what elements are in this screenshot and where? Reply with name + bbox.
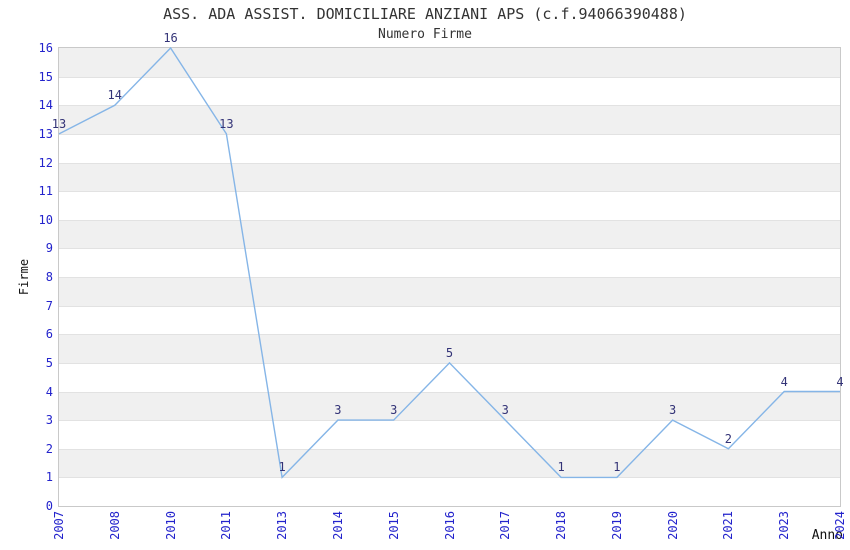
data-point-label: 5 [445,345,454,360]
data-point-label: 14 [107,88,123,103]
y-tick-label: 3 [45,413,53,428]
gridline [59,448,840,450]
x-tick-label: 2018 [554,511,569,540]
x-tick-label: 2007 [52,511,66,540]
y-tick-label: 15 [38,69,53,84]
x-tick-label: 2017 [498,511,513,540]
data-point-label: 3 [501,403,509,418]
y-tick-label: 1 [45,470,53,485]
y-tick-label: 9 [45,241,53,256]
y-tick-label: 0 [45,499,53,513]
plot-area: 13 14 16 13 1 3 3 5 3 1 1 3 2 4 4 [52,31,844,507]
data-point-label: 3 [669,403,677,418]
y-tick-label: 11 [38,184,53,199]
y-tick-label: 16 [38,41,53,55]
x-tick-label: 2010 [163,511,178,540]
y-tick-label: 6 [45,327,53,342]
x-tick-label: 2013 [275,511,290,540]
grid-band [59,105,840,134]
data-point-label: 16 [163,31,178,45]
gridline [59,76,840,78]
gridline [59,133,840,135]
y-tick-label: 2 [45,441,53,456]
x-axis-label: Anno [811,528,843,543]
y-tick-label: 14 [38,98,53,113]
y-tick-label: 7 [45,298,53,313]
gridline [59,391,840,393]
data-point-label: 4 [836,374,844,389]
data-point-label: 3 [334,403,342,418]
data-point-label: 13 [51,116,67,131]
grid-band [59,48,840,77]
gridline [59,219,840,221]
x-tick-label: 2021 [721,511,736,540]
x-tick-label: 2019 [609,511,624,540]
chart-title: ASS. ADA ASSIST. DOMICILIARE ANZIANI APS… [163,5,687,23]
y-tick-label: 13 [38,126,53,141]
gridline [59,305,840,307]
grid-band [59,219,840,249]
y-tick-label: 10 [38,212,53,227]
gridline [59,334,840,336]
grid-band [59,277,840,306]
data-point-label: 1 [557,460,565,475]
x-tick-label: 2011 [219,511,234,540]
data-point-label: 13 [219,116,234,131]
x-tick-label: 2024 [833,511,847,540]
x-tick-label: 2014 [330,511,345,540]
y-tick-label: 5 [45,355,53,370]
y-tick-label: 8 [45,270,53,284]
x-tick-label: 2016 [442,511,457,540]
gridline [59,248,840,250]
data-point-label: 4 [780,374,788,389]
chart-subtitle: Numero Firme [378,27,472,42]
grid-band [59,391,840,421]
gridline [59,277,840,278]
y-tick-label: 4 [45,384,53,399]
grid-band [59,162,840,192]
x-tick-label: 2008 [107,511,122,540]
grid-band [59,448,840,478]
gridline [59,420,840,422]
data-line [58,46,840,479]
grid-band [59,334,840,363]
x-tick-label: 2023 [777,511,792,540]
gridline [59,477,840,479]
line-series-svg [58,46,840,479]
data-point-label: 3 [390,403,398,418]
x-tick-label: 2020 [665,511,680,540]
y-tick-label: 12 [38,155,53,170]
data-point-label: 1 [613,460,621,475]
data-point-label: 2 [724,431,733,446]
gridline [59,105,840,107]
data-point-label: 1 [278,460,286,475]
x-tick-label: 2015 [386,511,401,540]
gridline [59,162,840,164]
gridline [59,191,840,193]
